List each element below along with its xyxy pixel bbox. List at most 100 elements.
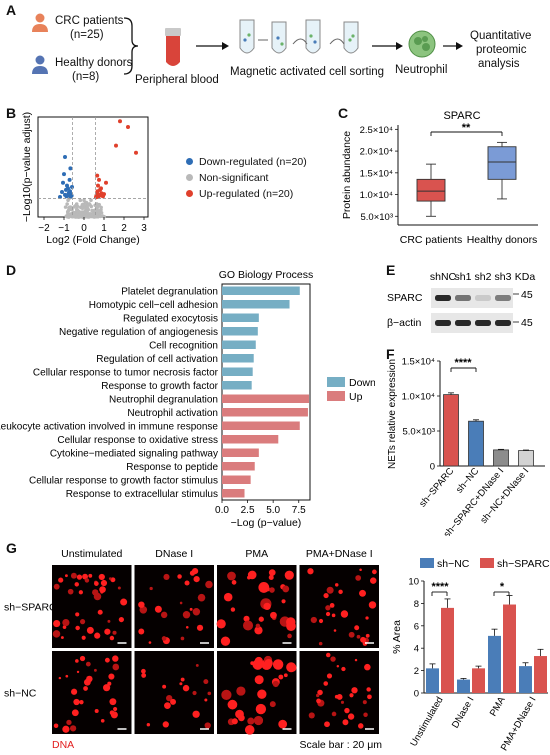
- actin-blot-strip: [431, 313, 513, 333]
- nucleus: [331, 613, 336, 618]
- nucleus: [354, 625, 360, 631]
- go-category-label: Leukocyte activation involved in immune …: [0, 421, 218, 432]
- y-axis-ticks: 0 2 4 6 8 10: [408, 577, 424, 700]
- blot-band: [495, 320, 511, 326]
- nucleus: [263, 602, 271, 611]
- nucleus: [180, 636, 185, 641]
- nucleus: [117, 586, 121, 590]
- y-tick-label: 4: [414, 644, 419, 655]
- nucleus: [107, 619, 111, 623]
- nucleus: [74, 582, 79, 587]
- nucleus: [112, 655, 119, 662]
- nucleus: [107, 681, 112, 686]
- fluorescence-image-tile: [134, 651, 214, 734]
- nucleus: [325, 605, 331, 611]
- y-tick-label: 2.5×10⁴: [360, 125, 393, 136]
- dna-stain-label: DNA: [52, 739, 74, 751]
- nucleus: [109, 635, 115, 641]
- fluorescence-image-tile: [299, 565, 379, 648]
- nucleus: [331, 711, 337, 717]
- nucleus: [75, 625, 80, 631]
- ns-point: [78, 198, 83, 203]
- go-category-label: Regulated exocytosis: [123, 313, 218, 324]
- nucleus: [268, 569, 276, 576]
- nucleus: [154, 605, 162, 613]
- nucleus: [264, 659, 273, 668]
- nucleus: [118, 616, 125, 623]
- sparc-boxplot: SPARC 5.0×10³ 1.0×10⁴ 1.5×10⁴ 2.0×10⁴ 2.5×10…: [341, 110, 538, 246]
- nucleus: [287, 633, 292, 639]
- go-bar: [222, 300, 290, 309]
- nucleus: [318, 618, 324, 624]
- microscopy-grid: Unstimulated DNase I PMA PMA+DNase I sh−SPA…: [4, 548, 382, 751]
- up-point: [134, 150, 138, 155]
- bar: [472, 668, 485, 693]
- lane-label: shNC: [430, 271, 457, 283]
- nucleus: [195, 663, 199, 667]
- svg-text:sh−SPARC: sh−SPARC: [497, 558, 550, 570]
- nucleus: [138, 601, 145, 608]
- nucleus: [192, 608, 201, 616]
- arrow-icon: [196, 42, 229, 50]
- go-bar: [222, 408, 308, 417]
- nucleus: [243, 615, 250, 622]
- nucleus: [333, 629, 337, 632]
- bar: [534, 656, 547, 693]
- nucleus: [370, 577, 377, 584]
- nucleus: [227, 699, 238, 710]
- y-tick-label: 2: [414, 666, 419, 677]
- nucleus: [94, 581, 99, 586]
- nucleus: [166, 694, 173, 702]
- nucleus: [367, 694, 372, 700]
- ns-point: [65, 214, 70, 219]
- fluorescence-image-tile: [52, 565, 132, 648]
- nucleus: [315, 693, 320, 698]
- nucleus: [268, 574, 274, 580]
- blot-band: [475, 320, 491, 326]
- nucleus: [104, 628, 111, 635]
- y-axis-ticks: 0 5.0×10³ 1.0×10⁴ 1.5×10⁴: [402, 357, 440, 473]
- nucleus: [100, 718, 105, 723]
- nucleus: [254, 675, 264, 685]
- go-bar: [222, 435, 279, 444]
- nucleus: [336, 693, 343, 700]
- x-tick-label: 0.0: [215, 505, 229, 516]
- nucleus: [365, 616, 369, 620]
- y-tick-label: 0: [430, 462, 435, 473]
- ns-point: [74, 207, 79, 212]
- down-point: [68, 166, 73, 171]
- nucleus: [193, 575, 200, 583]
- nucleus: [184, 580, 190, 586]
- neutrophil-label: Neutrophil: [395, 64, 448, 76]
- nucleus: [76, 574, 83, 580]
- significance-bracket: [450, 367, 477, 372]
- column-label: Unstimulated: [61, 548, 122, 560]
- ns-point: [93, 208, 98, 212]
- healthy-donors-label: Healthy donors: [55, 57, 133, 69]
- nucleus: [162, 684, 167, 689]
- sorting-tubes-icon: [239, 19, 359, 54]
- nucleus: [359, 568, 362, 572]
- nucleus: [323, 681, 329, 686]
- go-bar-chart: GO Biology Process Platelet degranulatio…: [0, 269, 375, 529]
- go-bar: [222, 286, 300, 295]
- nucleus: [364, 663, 371, 671]
- x-axis-label: Log2 (Fold Change): [46, 234, 139, 246]
- down-point: [61, 180, 65, 185]
- nucleus: [340, 700, 345, 704]
- nucleus: [325, 611, 331, 617]
- y-axis-label: % Area: [391, 620, 403, 654]
- nucleus: [342, 719, 349, 726]
- y-tick-label: 5.0×10³: [403, 427, 436, 438]
- box: [416, 178, 446, 202]
- nucleus: [230, 607, 236, 612]
- nucleus: [236, 686, 246, 696]
- significance-bracket: [430, 131, 503, 136]
- nucleus: [192, 690, 197, 696]
- nucleus: [161, 636, 167, 641]
- legend-item-ns: Non-significant: [186, 170, 307, 186]
- nucleus: [223, 592, 233, 602]
- go-category-label: Negative regulation of angiogenesis: [59, 327, 218, 338]
